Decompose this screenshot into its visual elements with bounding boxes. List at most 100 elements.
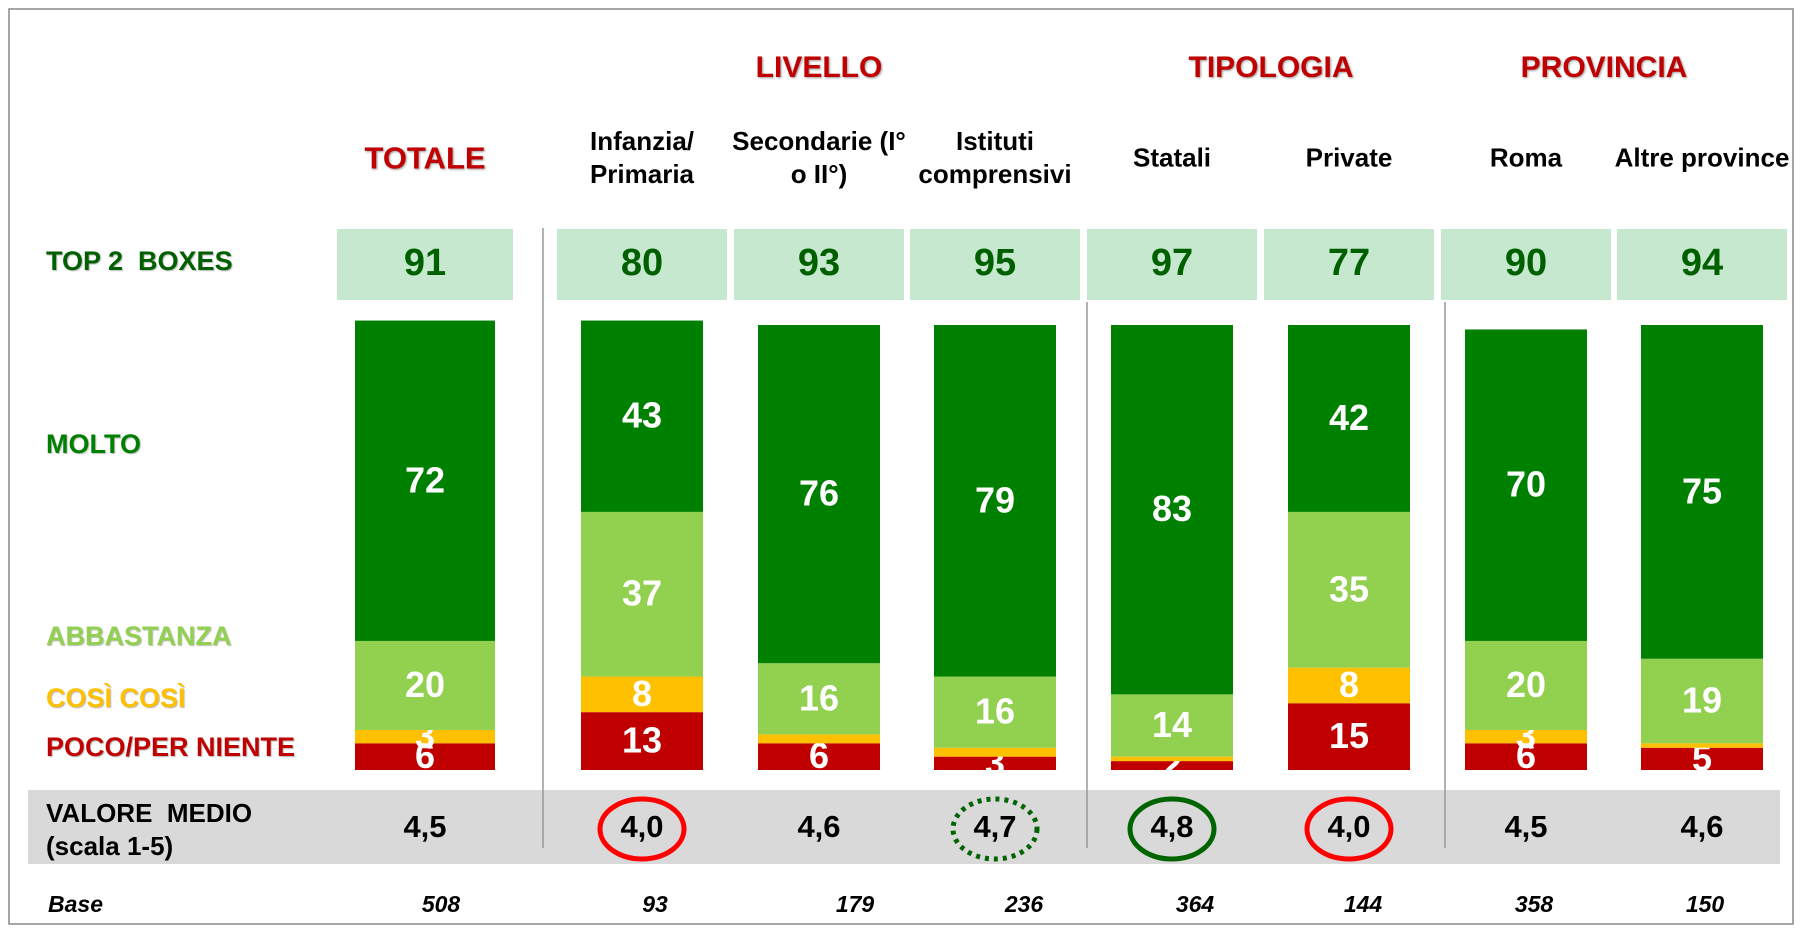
bar-segment xyxy=(1465,729,1587,744)
mean-value: 4,0 xyxy=(620,809,663,844)
value-label: 6 xyxy=(1516,735,1536,776)
mean-label: (scala 1-5) xyxy=(46,831,173,861)
bar-segment xyxy=(1288,325,1410,512)
bar-segment xyxy=(355,743,495,770)
mean-value: 4,0 xyxy=(1327,809,1370,844)
bar-segment xyxy=(1465,640,1587,730)
category-label: Infanzia/ Primaria xyxy=(589,126,695,189)
bar-segment xyxy=(581,676,703,713)
value-label: 8 xyxy=(1339,664,1359,705)
value-label: 14 xyxy=(1152,704,1192,745)
bar-segment xyxy=(355,320,495,641)
mean-band xyxy=(28,790,1780,864)
base-value: 236 xyxy=(1004,891,1044,917)
base-label: Base xyxy=(48,891,103,917)
bar-segment xyxy=(1288,703,1410,770)
top2-value: 95 xyxy=(974,242,1016,284)
mean-value: 4,5 xyxy=(1504,809,1547,844)
top2-box xyxy=(732,227,906,302)
bar-segment xyxy=(758,734,880,744)
top2-box xyxy=(1439,227,1613,302)
highlight-circle xyxy=(1304,796,1394,862)
mean-value: 4,6 xyxy=(797,809,840,844)
category-label: Altre province xyxy=(1614,142,1790,173)
category-label: TOTALE xyxy=(364,140,486,176)
top2-value: 80 xyxy=(621,242,663,284)
top2-value: 93 xyxy=(798,242,840,284)
value-label: 19 xyxy=(1682,680,1722,721)
mean-value: 4,8 xyxy=(1150,809,1193,844)
base-value: 358 xyxy=(1515,891,1554,917)
value-label: 8 xyxy=(632,673,652,714)
value-label: 16 xyxy=(799,677,839,718)
bar-segment xyxy=(1111,756,1233,762)
value-label: 20 xyxy=(405,664,445,705)
group-header: TIPOLOGIA xyxy=(1189,51,1354,84)
frame xyxy=(8,8,1794,925)
bar-segment xyxy=(1641,658,1763,744)
top2-value: 90 xyxy=(1505,242,1547,284)
top2-value: 91 xyxy=(404,242,446,284)
base-value: 179 xyxy=(836,891,875,917)
bar-segment xyxy=(1465,329,1587,641)
value-label: 35 xyxy=(1329,568,1369,609)
top2-value: 94 xyxy=(1681,242,1723,284)
value-label: 43 xyxy=(622,395,662,436)
mean-value: 4,7 xyxy=(973,809,1016,844)
value-label: 13 xyxy=(622,720,662,761)
value-label: 20 xyxy=(1506,664,1546,705)
bar-segment xyxy=(1111,325,1233,695)
bar-segment xyxy=(758,325,880,664)
bar-segment xyxy=(758,743,880,770)
bar-segment xyxy=(934,676,1056,748)
top2-box xyxy=(1262,227,1436,302)
category-label: Private xyxy=(1305,142,1393,173)
value-label: 6 xyxy=(809,735,829,776)
bar-segment xyxy=(581,320,703,512)
bar-segment xyxy=(1111,694,1233,757)
category-label: Secondarie (I° o II°) xyxy=(732,126,906,189)
value-label: 70 xyxy=(1506,464,1546,505)
bar-segment xyxy=(1641,747,1763,770)
bar-segment xyxy=(1641,743,1763,748)
highlight-circle xyxy=(950,796,1040,862)
base-value: 364 xyxy=(1176,891,1215,917)
legend-label: POCO/PER NIENTE xyxy=(46,732,295,762)
top2-box xyxy=(1615,227,1789,302)
bar-segment xyxy=(934,325,1056,677)
bar-segment xyxy=(1465,743,1587,770)
top2-box xyxy=(555,227,729,302)
bar-segment xyxy=(1641,325,1763,659)
group-header: LIVELLO xyxy=(756,51,883,84)
value-label: 76 xyxy=(799,473,839,514)
value-label: 83 xyxy=(1152,488,1192,529)
highlight-circle xyxy=(597,796,687,862)
bar-segment xyxy=(355,640,495,730)
value-label: 75 xyxy=(1682,470,1722,511)
value-label: 16 xyxy=(975,691,1015,732)
value-label: 42 xyxy=(1329,397,1369,438)
bar-segment xyxy=(1288,667,1410,704)
top2-value: 97 xyxy=(1151,242,1193,284)
top2-value: 77 xyxy=(1328,242,1370,284)
value-label: 37 xyxy=(622,573,662,614)
top2-box xyxy=(908,227,1082,302)
mean-label: VALORE MEDIO xyxy=(46,798,252,828)
top2-box xyxy=(1085,227,1259,302)
legend-label: MOLTO xyxy=(46,429,141,459)
bar-segment xyxy=(934,756,1056,770)
highlight-circle xyxy=(1127,796,1217,862)
value-label: 15 xyxy=(1329,715,1369,756)
category-label: Statali xyxy=(1132,142,1212,173)
category-label: Istituti comprensivi xyxy=(918,126,1072,189)
legend-label: ABBASTANZA xyxy=(46,621,231,651)
top2-box xyxy=(335,227,515,302)
value-label: 6 xyxy=(415,735,435,776)
base-value: 150 xyxy=(1686,891,1725,917)
base-value: 93 xyxy=(642,891,668,917)
bar-segment xyxy=(355,729,495,744)
bar-segment xyxy=(581,712,703,770)
value-label: 72 xyxy=(405,459,445,500)
